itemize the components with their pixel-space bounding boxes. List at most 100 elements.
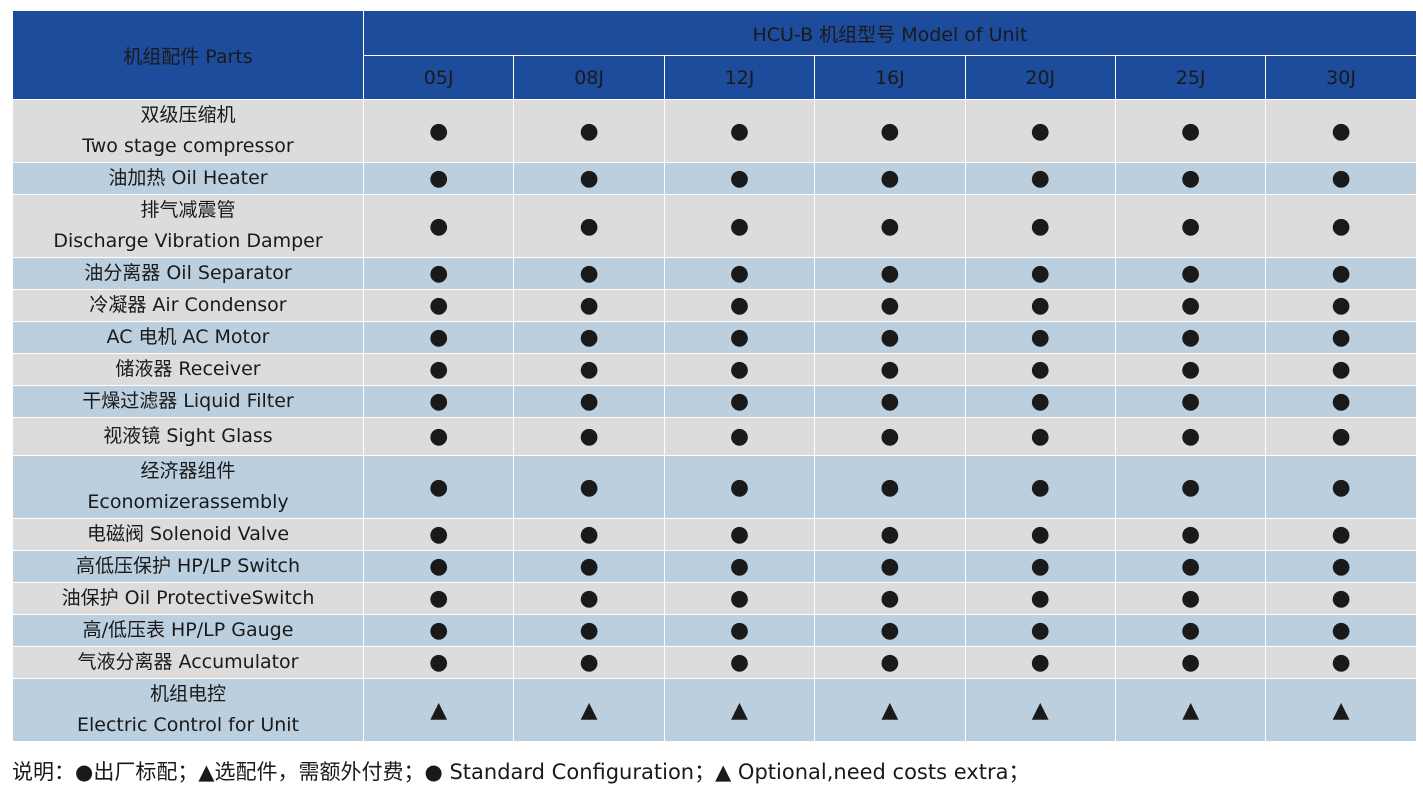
standard-mark: ● [513, 417, 665, 456]
part-name-cell: AC 电机 AC Motor [12, 321, 364, 354]
part-name-primary: 干燥过滤器 Liquid Filter [82, 390, 294, 412]
standard-mark: ● [362, 417, 515, 456]
part-name-cell: 高/低压表 HP/LP Gauge [12, 614, 364, 647]
table-row: 双级压缩机 Two stage compressor ● ● ● ● ● ● ● [12, 99, 1417, 163]
standard-mark: ● [814, 257, 966, 290]
standard-mark: ● [362, 385, 515, 418]
standard-mark: ● [1265, 162, 1417, 195]
part-name-cell: 机组电控 Electric Control for Unit [12, 678, 364, 742]
part-name-primary: 电磁阀 Solenoid Valve [86, 523, 290, 545]
optional-mark: ▲ [814, 678, 966, 742]
standard-mark: ● [362, 194, 515, 258]
standard-mark: ● [814, 518, 966, 551]
part-name-secondary: Discharge Vibration Damper [53, 230, 323, 252]
standard-mark: ● [814, 385, 966, 418]
part-name-primary: 高低压保护 HP/LP Switch [75, 555, 301, 577]
standard-mark: ● [1114, 321, 1267, 354]
part-name-primary: 气液分离器 Accumulator [77, 651, 299, 673]
standard-mark: ● [362, 518, 515, 551]
standard-mark: ● [513, 289, 665, 322]
standard-mark: ● [814, 455, 966, 519]
part-name-secondary: Economizerassembly [87, 491, 289, 513]
standard-mark: ● [362, 614, 515, 647]
table-row: 电磁阀 Solenoid Valve ● ● ● ● ● ● ● [12, 518, 1417, 551]
part-name-primary: 机组电控 [149, 683, 226, 705]
optional-mark: ▲ [1265, 678, 1417, 742]
standard-mark: ● [663, 385, 816, 418]
standard-mark: ● [1114, 194, 1267, 258]
standard-mark: ● [663, 257, 816, 290]
part-name-primary: 经济器组件 [140, 460, 236, 482]
standard-mark: ● [1265, 257, 1417, 290]
standard-mark: ● [513, 99, 665, 163]
standard-mark: ● [814, 582, 966, 615]
part-name-cell: 油加热 Oil Heater [12, 162, 364, 195]
part-name-cell: 储液器 Receiver [12, 353, 364, 386]
part-name-primary: AC 电机 AC Motor [106, 326, 270, 348]
part-name-cell: 双级压缩机 Two stage compressor [12, 99, 364, 163]
standard-mark: ● [1114, 518, 1267, 551]
optional-mark: ▲ [1114, 678, 1267, 742]
standard-mark: ● [513, 646, 665, 679]
table-row: AC 电机 AC Motor ● ● ● ● ● ● ● [12, 321, 1417, 354]
table-row: 干燥过滤器 Liquid Filter ● ● ● ● ● ● ● [12, 385, 1417, 418]
table-row: 油分离器 Oil Separator ● ● ● ● ● ● ● [12, 257, 1417, 290]
standard-mark: ● [964, 417, 1116, 456]
standard-mark: ● [1265, 550, 1417, 583]
table-row: 储液器 Receiver ● ● ● ● ● ● ● [12, 353, 1417, 386]
standard-mark: ● [513, 353, 665, 386]
part-name-primary: 储液器 Receiver [115, 358, 261, 380]
optional-mark: ▲ [513, 678, 665, 742]
part-name-cell: 经济器组件 Economizerassembly [12, 455, 364, 519]
model-header-08j: 08J [513, 55, 665, 100]
part-name-secondary: Two stage compressor [82, 135, 294, 157]
model-header-25j: 25J [1114, 55, 1267, 100]
standard-mark: ● [513, 614, 665, 647]
model-header-30j: 30J [1265, 55, 1417, 100]
standard-mark: ● [663, 162, 816, 195]
optional-mark: ▲ [362, 678, 515, 742]
part-name-cell: 高低压保护 HP/LP Switch [12, 550, 364, 583]
standard-mark: ● [362, 550, 515, 583]
standard-mark: ● [513, 257, 665, 290]
table-row: 气液分离器 Accumulator ● ● ● ● ● ● ● [12, 646, 1417, 679]
standard-mark: ● [1265, 417, 1417, 456]
standard-mark: ● [1265, 353, 1417, 386]
standard-mark: ● [964, 646, 1116, 679]
standard-mark: ● [663, 582, 816, 615]
model-header-16j: 16J [814, 55, 966, 100]
standard-mark: ● [513, 194, 665, 258]
standard-mark: ● [1114, 385, 1267, 418]
table-row: 视液镜 Sight Glass ● ● ● ● ● ● ● [12, 417, 1417, 456]
part-name-primary: 油保护 Oil ProtectiveSwitch [61, 587, 315, 609]
standard-mark: ● [814, 353, 966, 386]
standard-mark: ● [1265, 385, 1417, 418]
standard-mark: ● [663, 99, 816, 163]
standard-mark: ● [1114, 353, 1267, 386]
standard-mark: ● [964, 289, 1116, 322]
standard-mark: ● [362, 99, 515, 163]
standard-mark: ● [814, 194, 966, 258]
part-name-primary: 高/低压表 HP/LP Gauge [82, 619, 294, 641]
standard-mark: ● [1114, 646, 1267, 679]
part-name-cell: 气液分离器 Accumulator [12, 646, 364, 679]
standard-mark: ● [964, 321, 1116, 354]
table-row: 经济器组件 Economizerassembly ● ● ● ● ● ● ● [12, 455, 1417, 519]
standard-mark: ● [1265, 99, 1417, 163]
standard-mark: ● [513, 385, 665, 418]
part-name-primary: 冷凝器 Air Condensor [89, 294, 287, 316]
standard-mark: ● [663, 353, 816, 386]
standard-mark: ● [814, 550, 966, 583]
part-name-primary: 双级压缩机 [140, 104, 236, 126]
part-name-cell: 油保护 Oil ProtectiveSwitch [12, 582, 364, 615]
standard-mark: ● [663, 194, 816, 258]
standard-mark: ● [964, 455, 1116, 519]
part-name-primary: 视液镜 Sight Glass [103, 425, 273, 447]
part-name-cell: 排气减震管 Discharge Vibration Damper [12, 194, 364, 258]
standard-mark: ● [814, 614, 966, 647]
standard-mark: ● [814, 162, 966, 195]
optional-mark: ▲ [663, 678, 816, 742]
model-header-12j: 12J [663, 55, 816, 100]
standard-mark: ● [513, 550, 665, 583]
